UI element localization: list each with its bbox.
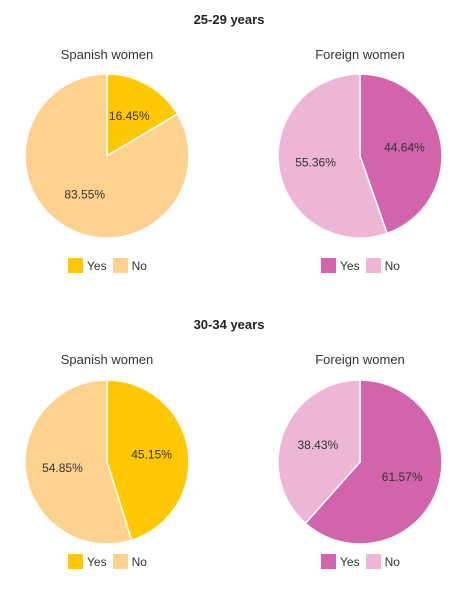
pie-slice-no-spanish-30-34 [24, 379, 133, 545]
legend-foreign-30-34: Yes No [321, 554, 406, 569]
legend-item-yes: Yes [68, 258, 107, 273]
legend-swatch-no [365, 554, 381, 569]
legend-swatch-yes [321, 258, 336, 273]
chart-title-foreign-25-29: Foreign women [315, 47, 405, 62]
pie-slice-yes-foreign-30-34 [304, 379, 443, 545]
legend-label-no: No [131, 258, 147, 273]
section-title-bottom: 30-34 years [193, 317, 265, 332]
pie-slice-no-spanish-25-29 [24, 73, 190, 239]
chart-title-spanish-30-34: Spanish women [60, 352, 154, 367]
legend-item-no: No [365, 554, 400, 569]
slice-label-yes-foreign-30-34: 61.57% [382, 470, 423, 484]
legend-spanish-30-34: Yes No [68, 554, 153, 569]
legend-label-yes: Yes [340, 554, 360, 569]
pie-slice-no-foreign-25-29 [277, 73, 389, 239]
legend-swatch-no [112, 258, 128, 273]
legend-swatch-no [112, 554, 128, 569]
legend-label-no: No [384, 554, 400, 569]
legend-label-yes: Yes [87, 554, 107, 569]
legend-label-yes: Yes [87, 258, 107, 273]
legend-swatch-yes [321, 554, 336, 569]
pie-chart-spanish-30-34: 45.15% 54.85% [24, 379, 190, 545]
slice-label-no-foreign-30-34: 38.43% [297, 438, 338, 452]
pie-slice-yes-spanish-25-29 [106, 73, 179, 158]
legend-item-no: No [112, 554, 147, 569]
pie-slice-yes-foreign-25-29 [359, 73, 443, 235]
legend-spanish-25-29: Yes No [68, 258, 153, 273]
legend-item-yes: Yes [68, 554, 107, 569]
pie-slice-yes-spanish-30-34 [106, 379, 190, 542]
legend-swatch-yes [68, 258, 83, 273]
slice-label-yes-foreign-25-29: 44.64% [384, 141, 425, 155]
slice-label-no-spanish-25-29: 83.55% [64, 187, 105, 201]
slice-label-yes-spanish-30-34: 45.15% [131, 447, 172, 461]
pie-slice-no-foreign-30-34 [277, 379, 361, 525]
legend-label-no: No [131, 554, 147, 569]
slice-label-no-spanish-30-34: 54.85% [42, 461, 83, 475]
legend-swatch-no [365, 258, 381, 273]
pie-chart-foreign-30-34: 61.57% 38.43% [277, 379, 443, 545]
legend-item-no: No [112, 258, 147, 273]
slice-label-yes-spanish-25-29: 16.45% [109, 109, 150, 123]
legend-label-yes: Yes [340, 258, 360, 273]
legend-swatch-yes [68, 554, 83, 569]
legend-foreign-25-29: Yes No [321, 258, 406, 273]
section-title-top: 25-29 years [193, 12, 265, 27]
chart-title-spanish-25-29: Spanish women [60, 47, 154, 62]
pie-chart-foreign-25-29: 44.64% 55.36% [277, 73, 443, 239]
slice-label-no-foreign-25-29: 55.36% [295, 156, 336, 170]
legend-item-yes: Yes [321, 554, 360, 569]
chart-title-foreign-30-34: Foreign women [315, 352, 405, 367]
pie-chart-spanish-25-29: 16.45% 83.55% [24, 73, 190, 239]
legend-item-no: No [365, 258, 400, 273]
legend-item-yes: Yes [321, 258, 360, 273]
legend-label-no: No [384, 258, 400, 273]
